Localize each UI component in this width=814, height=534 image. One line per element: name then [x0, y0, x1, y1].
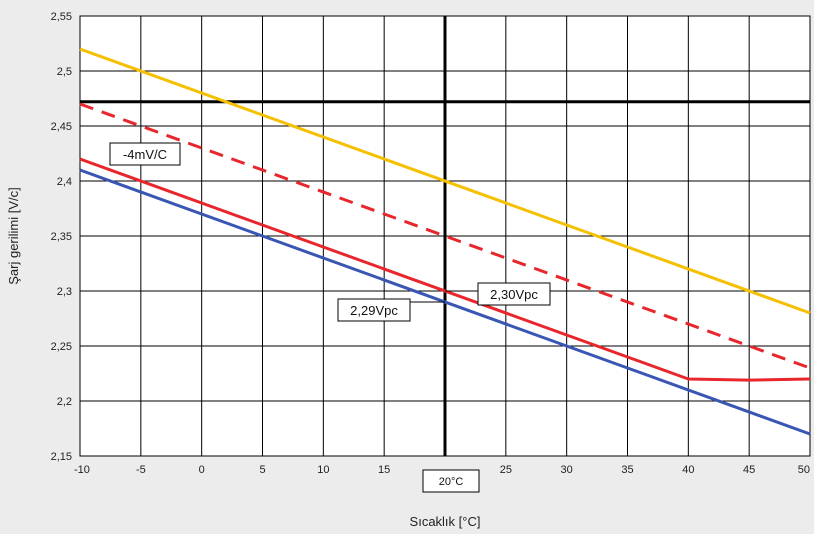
y-tick-label: 2,35 — [51, 231, 72, 243]
x-marker-box — [422, 469, 480, 493]
y-tick-labels: 2,15 2,2 2,25 2,3 2,35 2,4 2,45 2,5 2,55 — [51, 11, 72, 463]
series-line-0 — [79, 47, 811, 315]
y-tick-label: 2,15 — [51, 451, 72, 463]
annotation: 2,29Vpc — [337, 298, 411, 322]
x-tick-label: 30 — [561, 464, 573, 476]
x-tick-labels: -10 -5 0 5 10 15 25 30 35 40 45 50 — [74, 464, 810, 476]
series-line-1 — [79, 102, 811, 370]
annotations: -4mV/C 2,30Vpc 2,29Vpc — [109, 142, 551, 322]
annotation: -4mV/C — [109, 142, 181, 166]
x-tick-label: 40 — [682, 464, 694, 476]
x-tick-label: -5 — [136, 464, 146, 476]
x-tick-label: 0 — [199, 464, 205, 476]
y-tick-label: 2,4 — [57, 176, 72, 188]
y-tick-label: 2,45 — [51, 121, 72, 133]
reference-lines — [80, 16, 810, 456]
annotation-box — [337, 298, 411, 322]
annotation-label: 2,30Vpc — [490, 287, 538, 302]
annotation-label: -4mV/C — [123, 147, 167, 162]
y-axis-title: Şarj gerilimi [V/c] — [6, 187, 21, 285]
annotation-connectors — [410, 290, 478, 303]
x-marker-label: 20°C — [439, 476, 464, 488]
y-tick-label: 2,2 — [57, 396, 72, 408]
x-tick-label: 5 — [259, 464, 265, 476]
x-tick-label: 25 — [500, 464, 512, 476]
x-axis-title: Sıcaklık [°C] — [410, 514, 481, 529]
series-line-2 — [79, 157, 811, 382]
y-tick-label: 2,25 — [51, 341, 72, 353]
y-tick-label: 2,3 — [57, 286, 72, 298]
y-tick-label: 2,5 — [57, 66, 72, 78]
x-tick-label: 50 — [798, 464, 810, 476]
y-tick-label: 2,55 — [51, 11, 72, 23]
x-marker: 20°C — [422, 469, 480, 493]
x-tick-label: 35 — [621, 464, 633, 476]
x-tick-label: 15 — [378, 464, 390, 476]
x-tick-label: -10 — [74, 464, 90, 476]
annotation-box — [109, 142, 181, 166]
x-tick-label: 10 — [317, 464, 329, 476]
annotation-box — [477, 282, 551, 306]
annotation-label: 2,29Vpc — [350, 303, 398, 318]
x-tick-label: 45 — [743, 464, 755, 476]
annotation: 2,30Vpc — [477, 282, 551, 306]
